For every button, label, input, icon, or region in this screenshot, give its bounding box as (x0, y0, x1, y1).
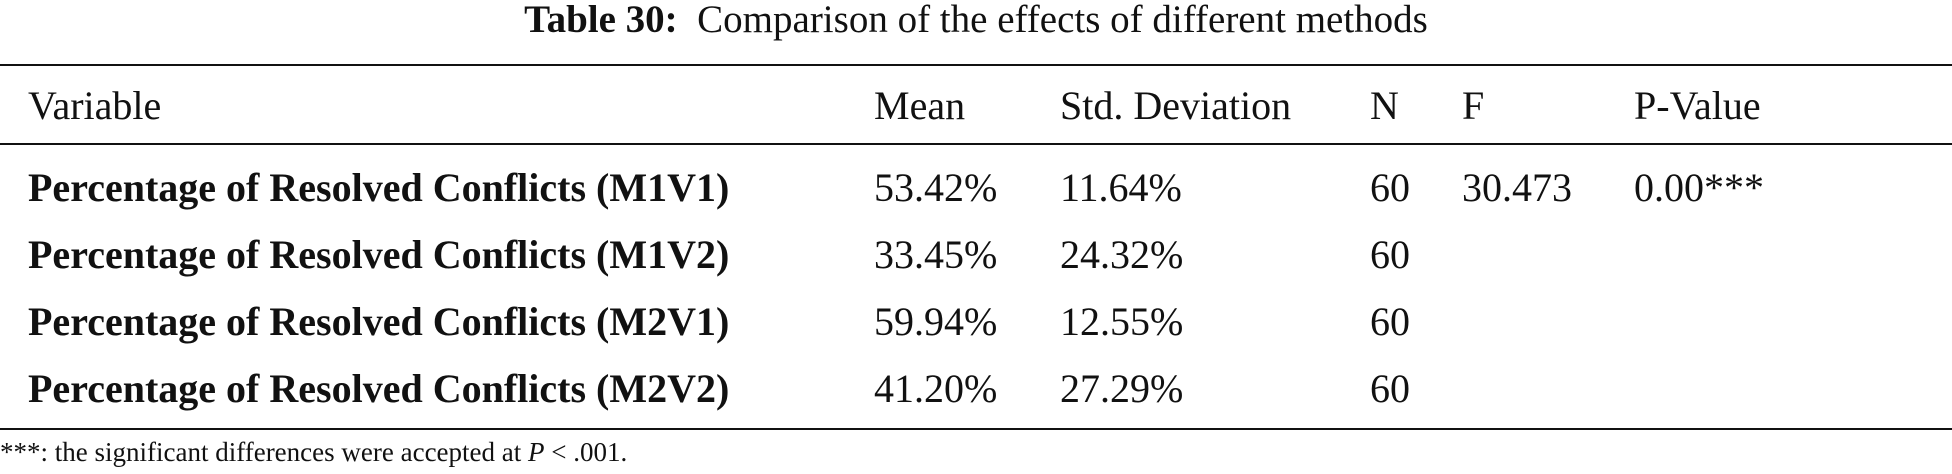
row-2-mean: 33.45% (874, 232, 998, 277)
row-2-variable: Percentage of Resolved Conflicts (M1V2) (28, 232, 730, 277)
row-4-n: 60 (1370, 366, 1410, 411)
row-1-n: 60 (1370, 165, 1410, 210)
header-mean: Mean (874, 83, 966, 128)
row-3-variable: Percentage of Resolved Conflicts (M2V1) (28, 299, 730, 344)
row-3-n: 60 (1370, 299, 1410, 344)
header-std-deviation: Std. Deviation (1060, 83, 1292, 128)
footnote-suffix: < .001. (544, 437, 628, 467)
row-1-f: 30.473 (1462, 165, 1572, 210)
row-2-std: 24.32% (1060, 232, 1184, 277)
table-caption-label: Table 30: (524, 0, 678, 41)
row-3-std: 12.55% (1060, 299, 1184, 344)
row-4-mean: 41.20% (874, 366, 998, 411)
row-2-n: 60 (1370, 232, 1410, 277)
table-caption-text: Comparison of the effects of different m… (697, 0, 1428, 41)
footnote-prefix: ***: the significant differences were ac… (0, 437, 529, 467)
table-top-rule (0, 64, 1952, 66)
table-bottom-rule (0, 428, 1952, 430)
header-n: N (1370, 83, 1399, 128)
header-variable: Variable (28, 83, 162, 128)
footnote-symbol: P (528, 437, 545, 467)
row-1-variable: Percentage of Resolved Conflicts (M1V1) (28, 165, 730, 210)
table-caption: Table 30: Comparison of the effects of d… (0, 0, 1952, 40)
header-f: F (1462, 83, 1485, 128)
header-p-value: P-Value (1634, 83, 1761, 128)
row-1-std: 11.64% (1060, 165, 1182, 210)
row-1-p-value: 0.00*** (1634, 165, 1764, 210)
row-4-variable: Percentage of Resolved Conflicts (M2V2) (28, 366, 730, 411)
row-3-mean: 59.94% (874, 299, 998, 344)
row-4-std: 27.29% (1060, 366, 1184, 411)
table-header-rule (0, 143, 1952, 145)
row-1-mean: 53.42% (874, 165, 998, 210)
table-footnote: ***: the significant differences were ac… (0, 436, 627, 468)
